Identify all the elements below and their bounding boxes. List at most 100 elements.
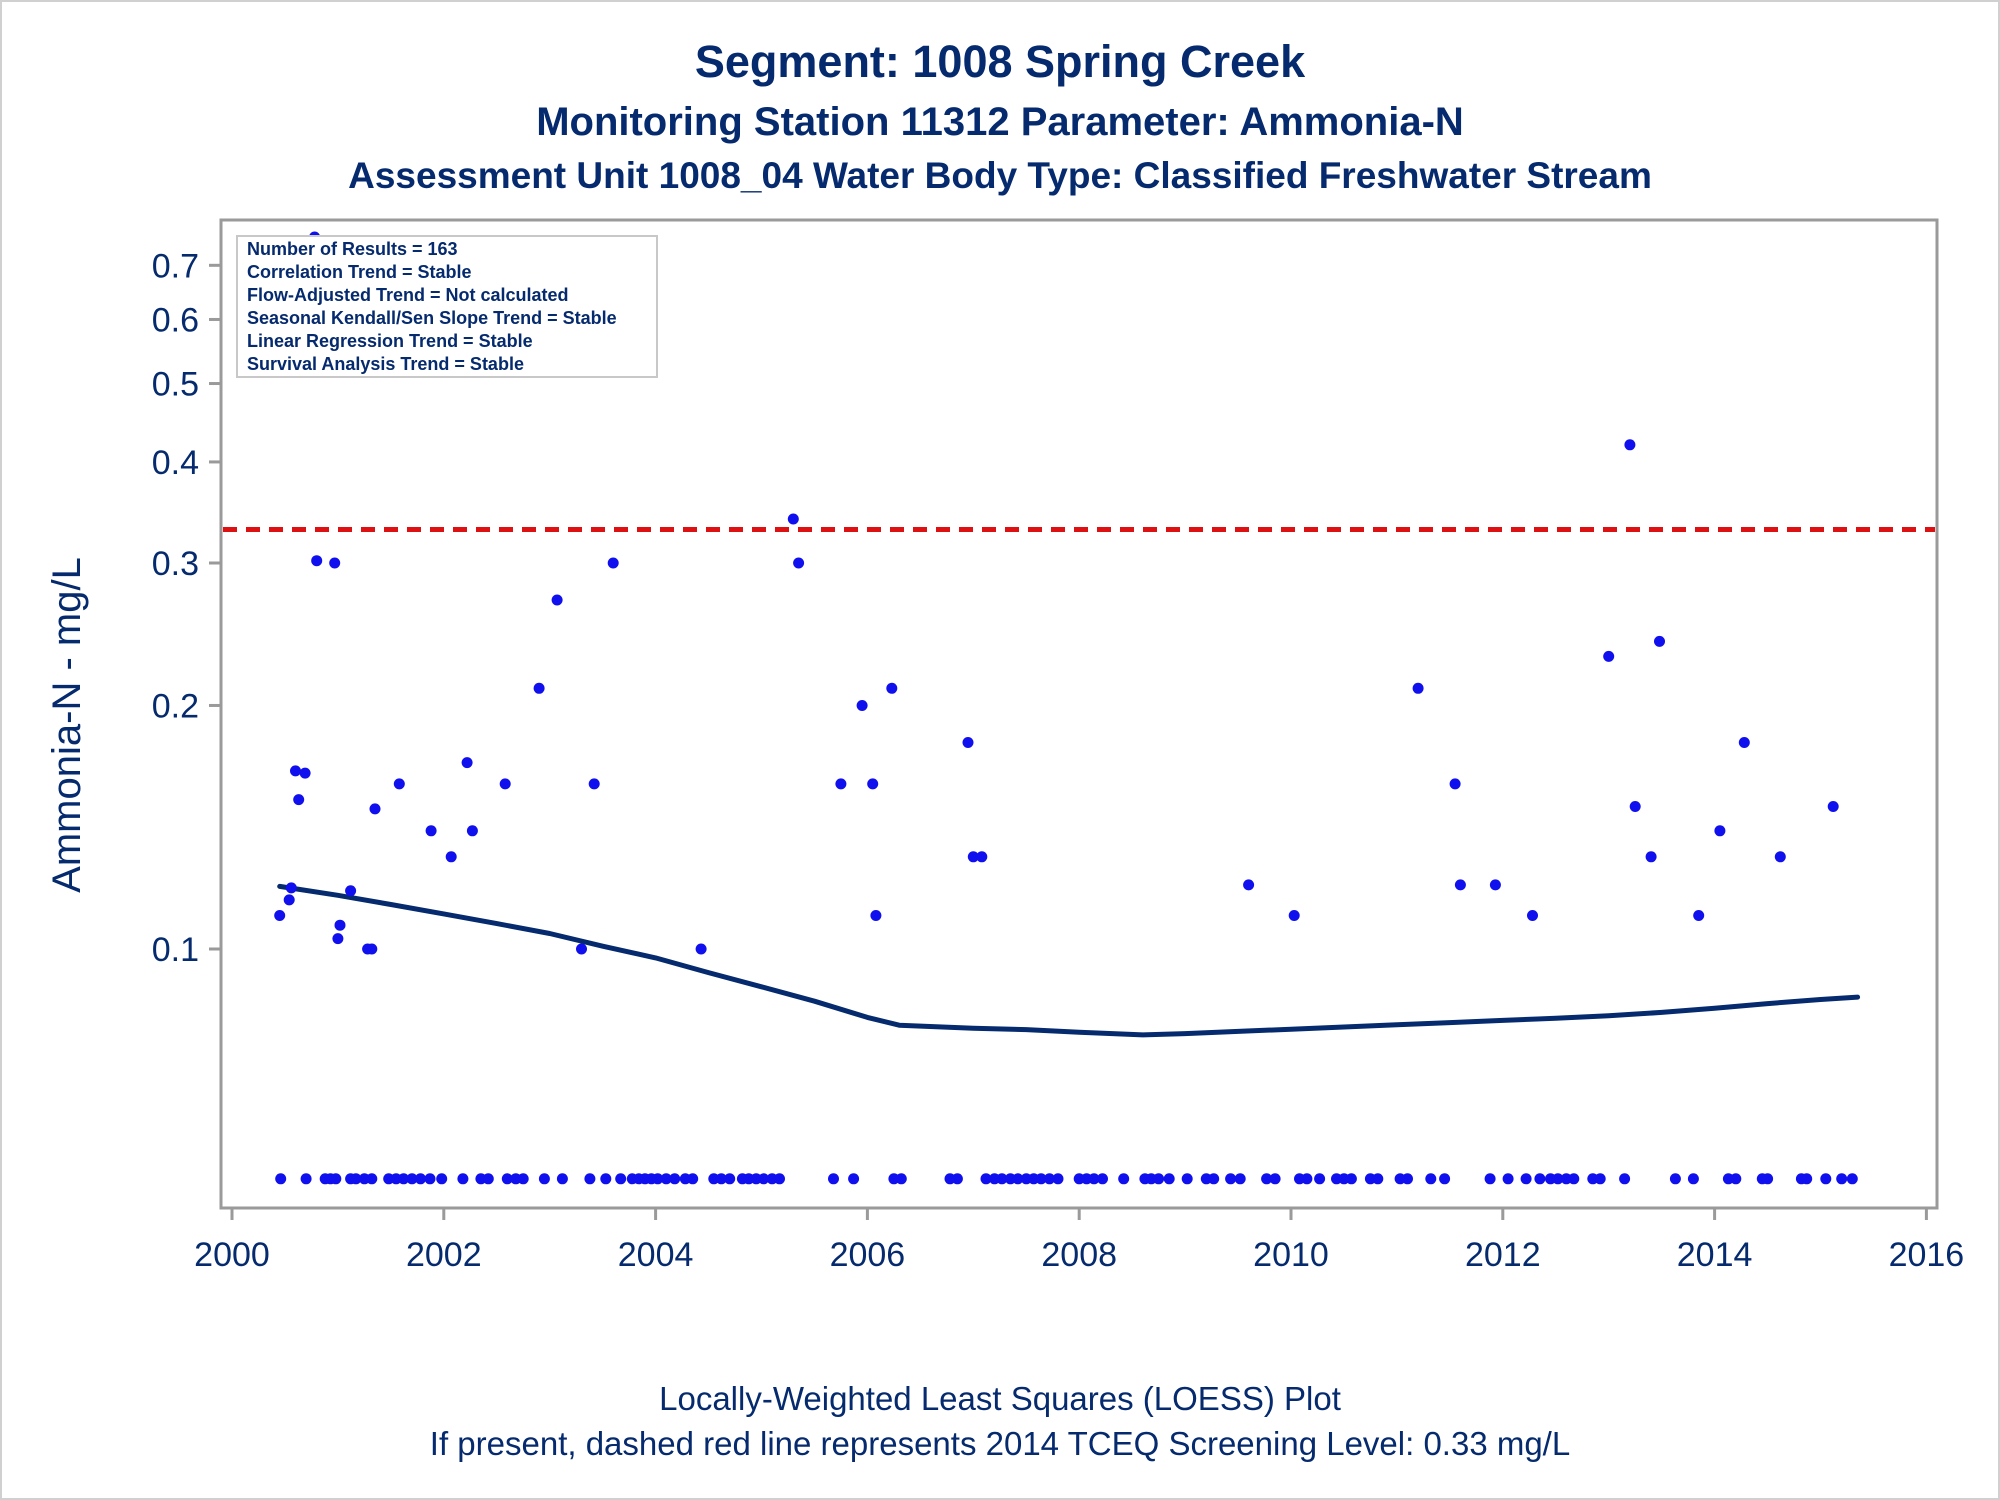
data-point <box>1035 1173 1047 1185</box>
data-point <box>1153 1173 1165 1185</box>
data-point <box>1181 1173 1193 1185</box>
data-point <box>1762 1173 1774 1185</box>
data-point <box>275 1173 287 1185</box>
data-point <box>793 557 805 569</box>
data-point <box>1836 1173 1848 1185</box>
data-point <box>600 1173 612 1185</box>
data-point <box>345 885 357 897</box>
data-point <box>366 1173 378 1185</box>
data-point <box>1044 1173 1055 1185</box>
statistics-box: Number of Results = 163 Correlation Trend… <box>236 235 658 378</box>
statistics-box-frame <box>236 235 658 378</box>
data-point <box>1097 1173 1108 1185</box>
data-point <box>1693 910 1705 921</box>
x-tick-label: 2012 <box>1465 1236 1541 1274</box>
data-point <box>856 700 868 711</box>
data-point <box>415 1173 426 1185</box>
data-point <box>669 1173 681 1185</box>
data-point <box>283 894 295 906</box>
y-tick-label: 0.1 <box>152 931 199 969</box>
data-point <box>1687 1173 1699 1185</box>
data-point <box>466 825 478 837</box>
data-point <box>615 1173 627 1185</box>
data-point <box>848 1173 860 1185</box>
chart-title: Segment: 1008 Spring Creek <box>694 36 1306 87</box>
y-tick-label: 0.4 <box>152 444 199 482</box>
footnote-method: Locally-Weighted Least Squares (LOESS) P… <box>659 1380 1341 1417</box>
data-point <box>293 794 305 806</box>
data-point <box>445 851 457 863</box>
data-point <box>1629 801 1641 812</box>
x-tick-label: 2000 <box>194 1236 270 1274</box>
data-point <box>1163 1173 1175 1185</box>
data-point <box>1594 1173 1606 1185</box>
data-point <box>996 1173 1008 1185</box>
data-point <box>1619 1173 1631 1185</box>
data-point <box>1439 1173 1451 1185</box>
data-point <box>499 778 511 790</box>
data-point <box>1730 1173 1742 1185</box>
data-point <box>758 1173 770 1185</box>
y-axis-label: Ammonia-N - mg/L <box>45 557 89 893</box>
x-tick-label: 2004 <box>618 1236 694 1274</box>
data-point <box>1484 1173 1496 1185</box>
data-point <box>1425 1173 1437 1185</box>
data-point <box>461 757 473 769</box>
data-point <box>886 682 898 694</box>
data-point <box>1243 879 1255 891</box>
data-point <box>1846 1173 1858 1185</box>
statistics-line: Number of Results = 163 <box>247 239 458 259</box>
data-point <box>1827 801 1839 812</box>
data-point <box>1234 1173 1246 1185</box>
x-tick-label: 2016 <box>1889 1236 1965 1274</box>
statistics-line: Survival Analysis Trend = Stable <box>247 354 524 374</box>
data-point <box>1801 1173 1813 1185</box>
data-point <box>533 682 545 694</box>
data-point <box>774 1173 785 1185</box>
data-points <box>274 231 1858 1185</box>
data-point <box>1489 879 1501 891</box>
chart-subtitle: Monitoring Station 11312 Parameter: Ammo… <box>536 100 1464 144</box>
data-point <box>369 803 381 815</box>
data-point <box>1527 910 1538 921</box>
data-point <box>1269 1173 1281 1185</box>
data-point <box>1669 1173 1681 1185</box>
data-point <box>1568 1173 1580 1185</box>
data-point <box>1454 879 1466 891</box>
data-point <box>951 1173 963 1185</box>
data-point <box>695 943 707 955</box>
data-point <box>787 513 799 525</box>
data-point <box>1261 1173 1273 1185</box>
data-point <box>1624 439 1636 451</box>
footnote-screening: If present, dashed red line represents 2… <box>429 1425 1571 1462</box>
data-point <box>482 1173 494 1185</box>
data-point <box>332 933 344 945</box>
data-point <box>538 1173 550 1185</box>
data-point <box>398 1173 410 1185</box>
data-point <box>556 1173 568 1185</box>
data-point <box>290 765 301 777</box>
y-tick-label: 0.2 <box>152 687 199 725</box>
data-point <box>652 1173 664 1185</box>
data-point <box>1534 1173 1546 1185</box>
data-point <box>1714 825 1726 837</box>
data-point <box>835 778 847 790</box>
data-point <box>895 1173 907 1185</box>
y-tick-label: 0.6 <box>152 301 199 339</box>
data-point <box>607 557 619 569</box>
data-point <box>870 910 882 921</box>
data-point <box>1118 1173 1130 1185</box>
data-point <box>330 1173 342 1185</box>
data-point <box>457 1173 469 1185</box>
data-point <box>1645 851 1657 863</box>
data-point <box>1520 1173 1532 1185</box>
data-point <box>1372 1173 1384 1185</box>
x-tick-label: 2008 <box>1041 1236 1117 1274</box>
data-point <box>551 594 563 606</box>
data-point <box>1314 1173 1326 1185</box>
data-point <box>406 1173 418 1185</box>
data-point <box>1603 650 1615 662</box>
x-tick-label: 2010 <box>1253 1236 1329 1274</box>
data-point <box>976 851 988 863</box>
